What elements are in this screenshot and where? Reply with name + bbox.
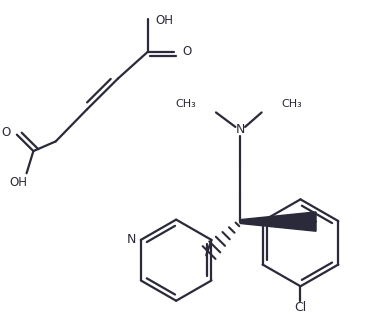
Polygon shape [240,212,316,231]
Text: CH₃: CH₃ [176,99,196,109]
Text: O: O [182,45,191,58]
Text: O: O [2,126,11,139]
Text: OH: OH [10,176,28,189]
Text: N: N [126,233,136,246]
Text: Cl: Cl [294,301,307,314]
Text: N: N [235,123,245,136]
Text: OH: OH [156,14,174,27]
Text: CH₃: CH₃ [281,99,302,109]
